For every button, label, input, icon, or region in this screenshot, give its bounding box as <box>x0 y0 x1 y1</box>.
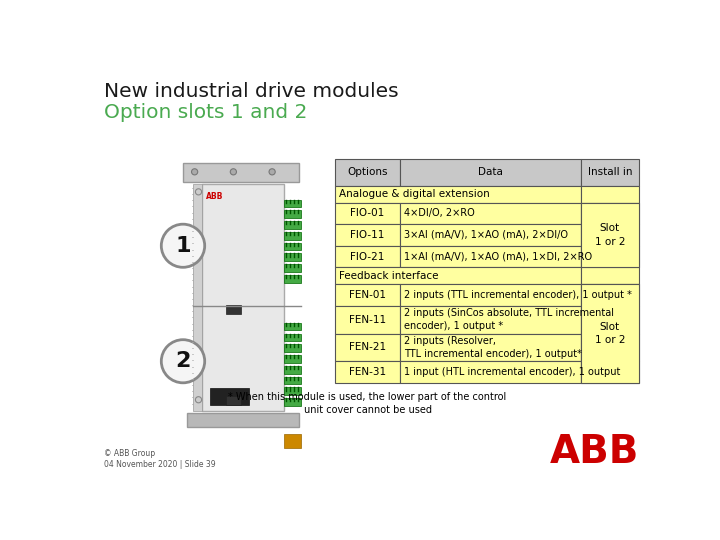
Text: ABB: ABB <box>549 434 639 471</box>
Bar <box>225 305 241 314</box>
Bar <box>400 284 581 306</box>
Text: © ABB Group
04 November 2020 | Slide 39: © ABB Group 04 November 2020 | Slide 39 <box>104 449 215 469</box>
Text: Options: Options <box>347 167 388 177</box>
Text: FIO-01: FIO-01 <box>351 208 384 218</box>
Text: Analogue & digital extension: Analogue & digital extension <box>339 189 490 199</box>
Text: Slot
1 or 2: Slot 1 or 2 <box>595 224 625 247</box>
Bar <box>400 246 581 267</box>
Text: 2: 2 <box>175 351 191 372</box>
Bar <box>284 334 301 341</box>
Bar <box>193 184 202 411</box>
Bar <box>335 267 581 284</box>
Text: 4×DI/O, 2×RO: 4×DI/O, 2×RO <box>404 208 475 218</box>
Bar <box>581 284 639 306</box>
Bar <box>581 224 639 246</box>
Bar <box>284 345 301 352</box>
Bar <box>581 267 639 284</box>
Bar <box>335 186 581 202</box>
Bar <box>581 202 639 224</box>
Bar <box>284 434 301 448</box>
Bar <box>335 224 400 246</box>
Circle shape <box>195 189 202 195</box>
Bar <box>581 284 639 383</box>
Bar <box>335 202 400 224</box>
Bar <box>581 159 639 186</box>
Text: 1×AI (mA/V), 1×AO (mA), 1×DI, 2×RO: 1×AI (mA/V), 1×AO (mA), 1×DI, 2×RO <box>404 252 593 261</box>
Bar <box>284 253 301 261</box>
Circle shape <box>195 397 202 403</box>
Circle shape <box>192 169 198 175</box>
Bar <box>210 388 249 405</box>
Text: FEN-01: FEN-01 <box>349 290 386 300</box>
Text: Slot
1 or 2: Slot 1 or 2 <box>595 322 625 345</box>
Text: 1 input (HTL incremental encoder), 1 output: 1 input (HTL incremental encoder), 1 out… <box>404 367 621 377</box>
Bar <box>284 377 301 384</box>
Bar <box>183 163 300 182</box>
Text: 2 inputs (TTL incremental encoder), 1 output *: 2 inputs (TTL incremental encoder), 1 ou… <box>404 290 632 300</box>
Bar <box>284 387 301 395</box>
Bar <box>284 200 301 207</box>
Bar <box>581 246 639 267</box>
Bar <box>400 334 581 361</box>
Text: Install in: Install in <box>588 167 632 177</box>
Bar <box>284 242 301 251</box>
Bar <box>335 246 400 267</box>
Bar <box>335 306 400 334</box>
Text: FEN-11: FEN-11 <box>349 315 386 325</box>
Bar <box>187 413 300 427</box>
Bar <box>284 366 301 374</box>
Bar <box>400 306 581 334</box>
Bar <box>581 361 639 383</box>
Circle shape <box>161 340 204 383</box>
Bar <box>400 159 581 186</box>
Circle shape <box>161 224 204 267</box>
Bar <box>284 355 301 363</box>
Bar <box>284 323 301 330</box>
Bar <box>581 334 639 361</box>
Bar <box>400 224 581 246</box>
Bar <box>284 221 301 229</box>
Text: FIO-21: FIO-21 <box>351 252 384 261</box>
Text: FEN-31: FEN-31 <box>349 367 386 377</box>
Bar <box>284 211 301 218</box>
Text: 2 inputs (SinCos absolute, TTL incremental
encoder), 1 output *: 2 inputs (SinCos absolute, TTL increment… <box>404 308 614 331</box>
Bar <box>581 186 639 202</box>
Bar <box>581 306 639 334</box>
Bar <box>335 361 400 383</box>
Bar <box>335 159 400 186</box>
Text: 2 inputs (Resolver,
TTL incremental encoder), 1 output*: 2 inputs (Resolver, TTL incremental enco… <box>404 336 582 359</box>
Bar <box>400 202 581 224</box>
Text: 3×AI (mA/V), 1×AO (mA), 2×DI/O: 3×AI (mA/V), 1×AO (mA), 2×DI/O <box>404 230 568 240</box>
Circle shape <box>230 169 236 175</box>
Text: Feedback interface: Feedback interface <box>339 271 438 281</box>
Text: Option slots 1 and 2: Option slots 1 and 2 <box>104 103 307 122</box>
Bar <box>581 202 639 267</box>
Bar <box>400 361 581 383</box>
Text: ABB: ABB <box>206 192 224 201</box>
Bar <box>284 264 301 272</box>
Bar <box>335 334 400 361</box>
Text: FIO-11: FIO-11 <box>351 230 384 240</box>
Bar <box>335 284 400 306</box>
Bar <box>284 232 301 240</box>
Circle shape <box>269 169 275 175</box>
Text: * When this module is used, the lower part of the control
unit cover cannot be u: * When this module is used, the lower pa… <box>228 392 507 415</box>
Text: 1: 1 <box>175 236 191 256</box>
Bar <box>225 396 241 405</box>
Bar <box>284 398 301 406</box>
Text: New industrial drive modules: New industrial drive modules <box>104 82 399 101</box>
Text: Data: Data <box>478 167 503 177</box>
Bar <box>202 184 284 411</box>
Bar <box>284 275 301 283</box>
Text: FEN-21: FEN-21 <box>349 342 386 353</box>
